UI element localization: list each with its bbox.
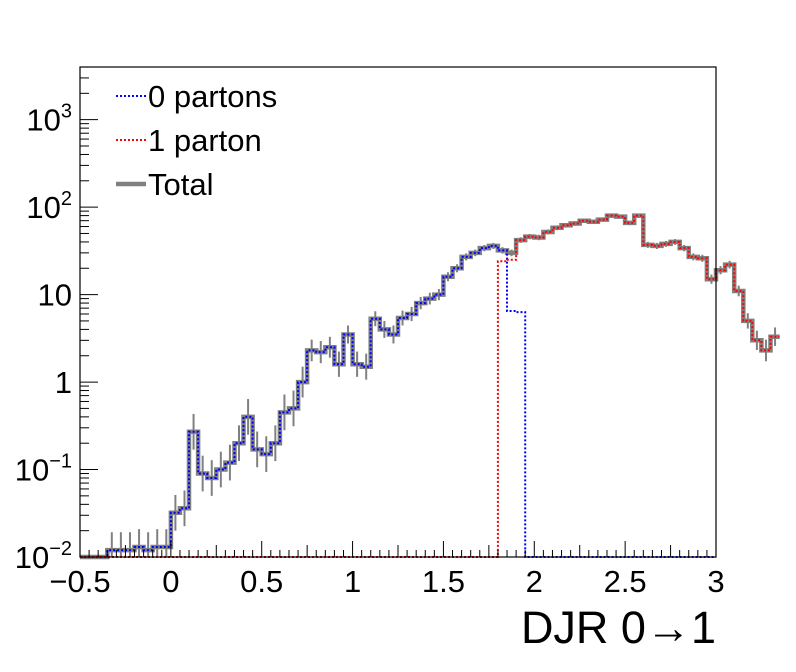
legend-label: 1 parton [148,123,262,158]
legend-label: Total [148,167,213,202]
y-tick-label: 103 [26,101,72,138]
y-tick-label: 1 [55,365,72,400]
legend-entry: Total [116,167,213,202]
legend-entry: 1 parton [116,123,262,158]
x-tick-label: 1.5 [422,564,465,599]
x-tick-label: 0.5 [240,564,283,599]
y-tick-label: 10−1 [15,451,72,488]
x-axis-title: DJR 0→1 [521,602,716,653]
x-tick-label: 2.5 [604,564,647,599]
x-tick-label: 0 [162,564,179,599]
axis-layer: −0.5 0 0.5 1 1.5 2 2.5 3 10−2 10−1 1 10 102 103 [15,66,725,599]
x-tick-label: 3 [707,564,724,599]
series-layer [80,213,780,560]
y-tick-label: 102 [26,188,72,225]
x-tick-label: 2 [526,564,543,599]
x-tick-label: −0.5 [49,564,110,599]
series-line-0-partons [80,244,716,558]
legend-label: 0 partons [148,79,277,114]
x-tick-label: 1 [344,564,361,599]
legend-entry: 0 partons [116,79,277,114]
legend: 0 partons 1 parton Total [116,79,277,202]
y-tick-label: 10−2 [15,538,72,575]
y-tick-label: 10 [38,278,72,313]
